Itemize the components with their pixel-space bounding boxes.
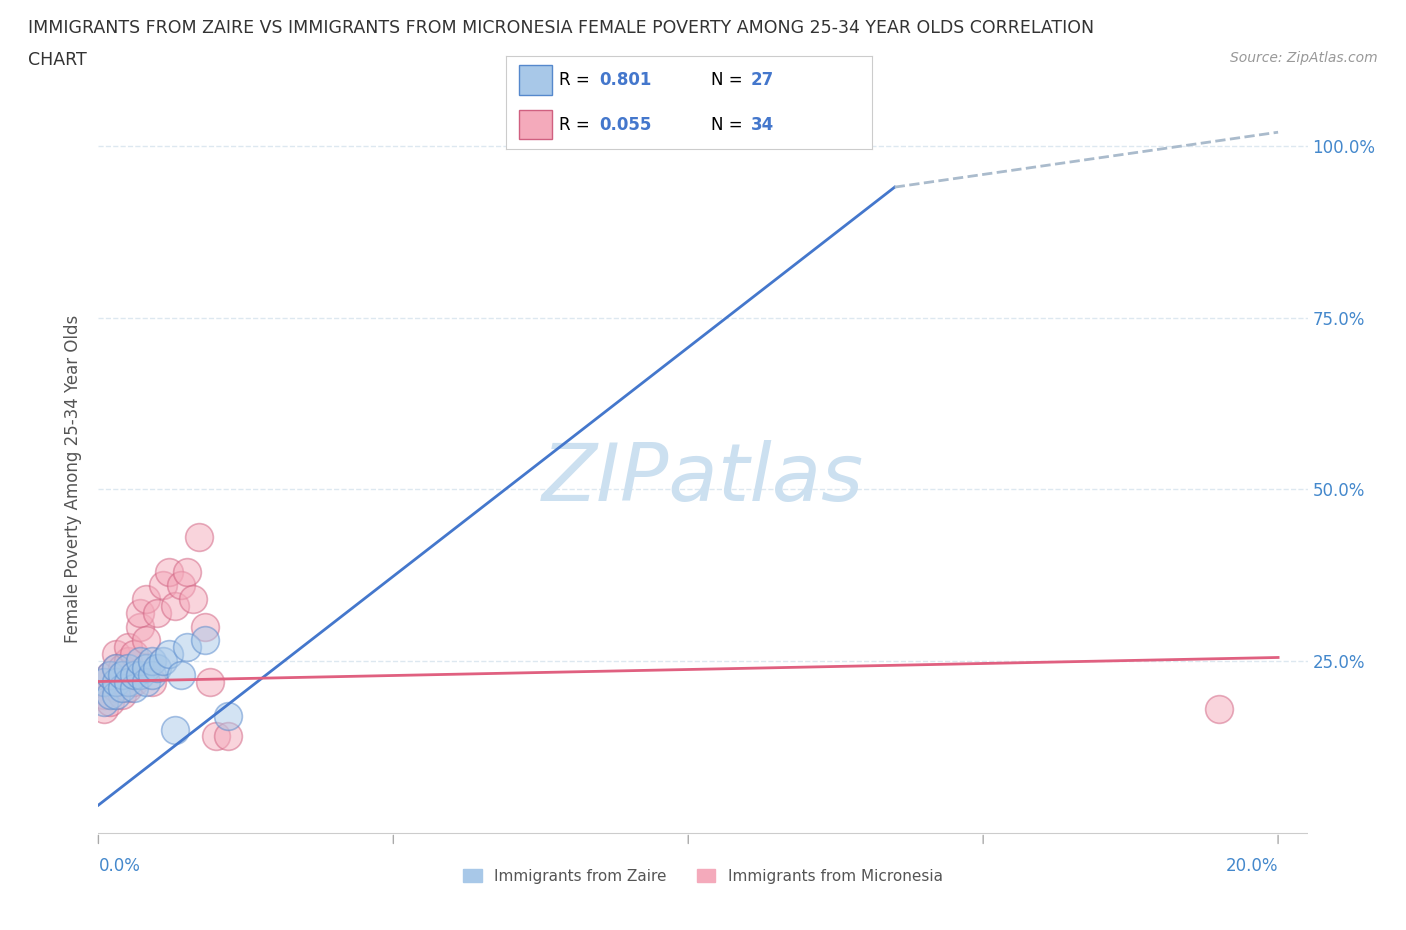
- Point: [93, 695, 115, 710]
- Point: [200, 674, 222, 689]
- Point: [117, 674, 139, 689]
- Text: 0.0%: 0.0%: [98, 857, 141, 874]
- Point: [135, 660, 157, 675]
- Point: [165, 722, 187, 737]
- Point: [98, 667, 121, 682]
- Point: [122, 681, 145, 696]
- Text: ZIPatlas: ZIPatlas: [541, 440, 865, 518]
- Text: 0.055: 0.055: [599, 115, 652, 134]
- Point: [146, 660, 169, 675]
- Point: [170, 667, 193, 682]
- Text: N =: N =: [711, 71, 748, 89]
- Point: [187, 530, 209, 545]
- Text: R =: R =: [560, 71, 595, 89]
- Point: [135, 674, 157, 689]
- Point: [122, 667, 145, 682]
- Point: [157, 646, 180, 661]
- Point: [98, 695, 121, 710]
- Point: [105, 660, 128, 675]
- Point: [128, 654, 150, 669]
- Text: N =: N =: [711, 115, 748, 134]
- Point: [217, 709, 239, 724]
- Point: [157, 565, 180, 579]
- Point: [170, 578, 193, 592]
- Point: [141, 654, 163, 669]
- Point: [98, 688, 121, 703]
- Point: [205, 729, 228, 744]
- Point: [194, 633, 217, 648]
- Point: [93, 674, 115, 689]
- Point: [117, 660, 139, 675]
- Point: [146, 605, 169, 620]
- Point: [93, 674, 115, 689]
- Point: [141, 674, 163, 689]
- FancyBboxPatch shape: [519, 110, 551, 140]
- Point: [117, 654, 139, 669]
- Point: [98, 667, 121, 682]
- Point: [152, 654, 174, 669]
- Point: [105, 646, 128, 661]
- Point: [117, 681, 139, 696]
- FancyBboxPatch shape: [519, 65, 551, 95]
- Text: 20.0%: 20.0%: [1226, 857, 1278, 874]
- Point: [181, 591, 204, 606]
- Legend: Immigrants from Zaire, Immigrants from Micronesia: Immigrants from Zaire, Immigrants from M…: [457, 863, 949, 890]
- Point: [105, 674, 128, 689]
- Point: [128, 619, 150, 634]
- Point: [135, 633, 157, 648]
- Point: [105, 681, 128, 696]
- Point: [1208, 701, 1230, 716]
- Point: [111, 674, 134, 689]
- Point: [122, 674, 145, 689]
- Point: [141, 667, 163, 682]
- Point: [152, 578, 174, 592]
- Text: R =: R =: [560, 115, 595, 134]
- Point: [117, 640, 139, 655]
- Point: [122, 646, 145, 661]
- Point: [165, 599, 187, 614]
- Point: [128, 667, 150, 682]
- Point: [217, 729, 239, 744]
- Point: [93, 701, 115, 716]
- Point: [135, 591, 157, 606]
- Text: IMMIGRANTS FROM ZAIRE VS IMMIGRANTS FROM MICRONESIA FEMALE POVERTY AMONG 25-34 Y: IMMIGRANTS FROM ZAIRE VS IMMIGRANTS FROM…: [28, 19, 1094, 36]
- Point: [176, 640, 198, 655]
- Point: [128, 605, 150, 620]
- Text: Source: ZipAtlas.com: Source: ZipAtlas.com: [1230, 51, 1378, 65]
- Text: 27: 27: [751, 71, 775, 89]
- Point: [111, 681, 134, 696]
- Text: 34: 34: [751, 115, 775, 134]
- Point: [111, 660, 134, 675]
- Point: [93, 688, 115, 703]
- Point: [105, 660, 128, 675]
- Point: [105, 688, 128, 703]
- Point: [111, 667, 134, 682]
- Point: [194, 619, 217, 634]
- Text: CHART: CHART: [28, 51, 87, 69]
- Y-axis label: Female Poverty Among 25-34 Year Olds: Female Poverty Among 25-34 Year Olds: [63, 315, 82, 643]
- Text: 0.801: 0.801: [599, 71, 652, 89]
- Point: [176, 565, 198, 579]
- Point: [111, 688, 134, 703]
